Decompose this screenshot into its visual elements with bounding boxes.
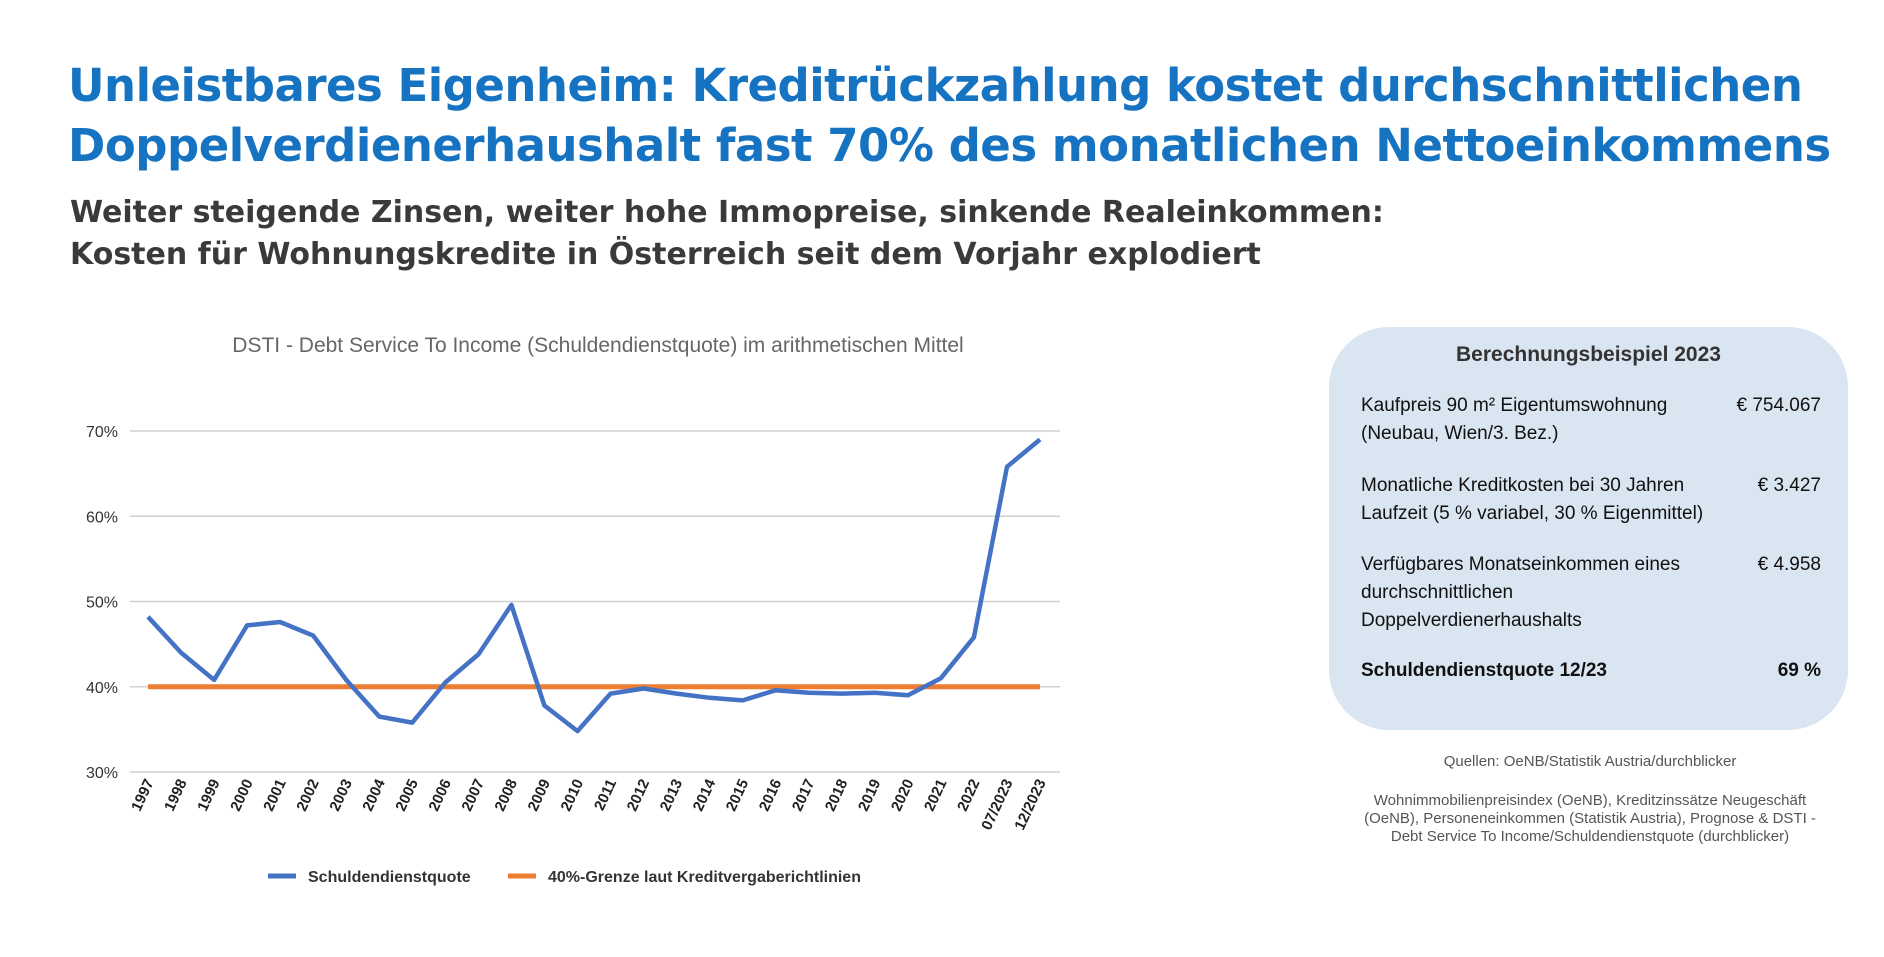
x-tick-label: 12/2023: [1011, 777, 1049, 833]
x-tick-label: 2012: [624, 777, 654, 814]
x-tick-label: 2016: [756, 777, 786, 814]
x-tick-label: 2003: [326, 777, 356, 814]
chart-gridlines: [130, 430, 1060, 773]
sources-detail: Wohnimmobilienpreisindex (OeNB), Kreditz…: [1364, 792, 1816, 845]
x-tick-label: 1999: [194, 777, 224, 814]
sources-line: Quellen: OeNB/Statistik Austria/durchbli…: [1443, 753, 1737, 770]
calc-row-label: Verfügbares Monatseinkommen eines durchs…: [1361, 554, 1680, 631]
page-subtitle-line-1: Weiter steigende Zinsen, weiter hohe Imm…: [70, 195, 1384, 230]
x-tick-label: 2022: [954, 777, 984, 814]
x-tick-label: 2009: [525, 777, 555, 814]
x-tick-label: 2004: [359, 776, 389, 814]
x-tick-label: 2013: [657, 777, 687, 814]
page-title-line-2: Doppelverdienerhaushalt fast 70% des mon…: [68, 119, 1831, 172]
chart-legend: Schuldendienstquote 40%-Grenze laut Kredi…: [268, 869, 861, 886]
y-tick-label: 30%: [86, 765, 118, 782]
calc-row-value: € 3.427: [1757, 475, 1821, 496]
series-line-dsti: [146, 437, 1042, 734]
calculation-title: Berechnungsbeispiel 2023: [1456, 343, 1721, 366]
calc-row-value: 69 %: [1777, 660, 1821, 681]
x-tick-label: 2010: [558, 777, 588, 814]
legend-label: Schuldendienstquote: [308, 869, 471, 886]
calc-row-label: Monatliche Kreditkosten bei 30 Jahren La…: [1361, 475, 1704, 524]
calculation-example-box: Berechnungsbeispiel 2023 Kaufpreis 90 m²…: [1329, 327, 1848, 730]
x-tick-label: 2019: [855, 777, 885, 814]
x-tick-label: 2014: [690, 776, 720, 814]
y-axis-ticks: 70% 60% 50% 40% 30%: [86, 424, 118, 782]
y-tick-label: 50%: [86, 595, 118, 612]
y-tick-label: 60%: [86, 509, 118, 526]
y-tick-label: 70%: [86, 424, 118, 441]
x-tick-label: 2002: [293, 777, 323, 814]
x-axis-ticks: 1997 1998 1999 2000 2001 2002 2003 2004 2005 2006…: [128, 776, 1050, 833]
x-tick-label: 2007: [458, 777, 488, 814]
x-tick-label: 2021: [921, 777, 951, 814]
chart-series: [146, 437, 1042, 734]
x-tick-label: 2011: [591, 777, 620, 814]
x-tick-label: 2006: [425, 777, 455, 814]
x-tick-label: 2017: [789, 777, 819, 814]
chart-title: DSTI - Debt Service To Income (Schuldend…: [232, 334, 963, 357]
x-tick-label: 2020: [888, 777, 918, 814]
legend-label: 40%-Grenze laut Kreditvergaberichtlinien: [548, 869, 861, 886]
calc-row-label: Kaufpreis 90 m² Eigentumswohnung (Neubau…: [1361, 395, 1668, 444]
calc-row-value: € 754.067: [1736, 395, 1821, 416]
page-title-line-1: Unleistbares Eigenheim: Kreditrückzahlun…: [68, 59, 1803, 112]
x-tick-label: 2008: [492, 777, 522, 814]
x-tick-label: 2001: [260, 777, 290, 814]
dsti-line-chart: DSTI - Debt Service To Income (Schuldend…: [86, 334, 1060, 886]
page-subtitle: Weiter steigende Zinsen, weiter hohe Imm…: [70, 192, 1770, 276]
page-title: Unleistbares Eigenheim: Kreditrückzahlun…: [68, 56, 1858, 176]
x-tick-label: 2015: [723, 777, 753, 814]
page-subtitle-line-2: Kosten für Wohnungskredite in Österreich…: [70, 237, 1261, 272]
y-tick-label: 40%: [86, 680, 118, 697]
calc-row-value: € 4.958: [1757, 554, 1821, 575]
calc-row-label: Schuldendienstquote 12/23: [1361, 660, 1607, 681]
x-tick-label: 1998: [161, 777, 191, 814]
x-tick-label: 2018: [822, 777, 852, 814]
x-tick-label: 2005: [392, 777, 422, 814]
x-tick-label: 1997: [128, 777, 158, 814]
x-tick-label: 2000: [227, 777, 257, 814]
